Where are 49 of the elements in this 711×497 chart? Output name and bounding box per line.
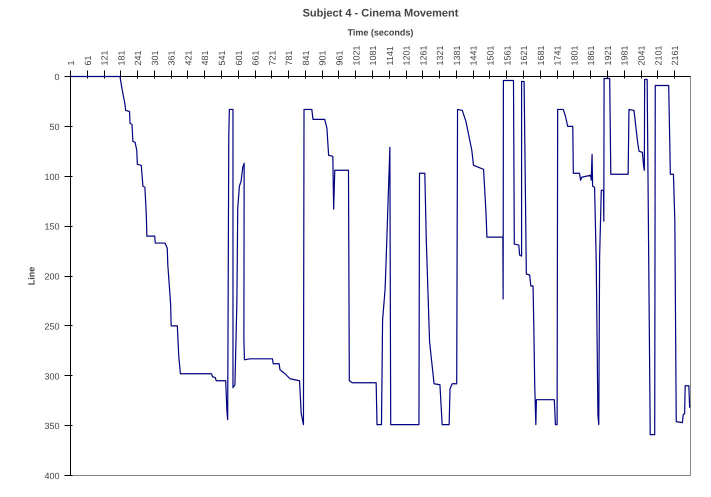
x-tick-label: 1621 (519, 45, 530, 66)
x-tick-label: 361 (166, 50, 177, 66)
x-tick-label: 2041 (636, 45, 646, 66)
y-tick-label: 50 (49, 122, 60, 132)
x-tick-label: 781 (284, 50, 294, 66)
x-tick-label: 1261 (418, 45, 428, 66)
x-tick-label: 241 (133, 50, 144, 66)
x-tick-label: 1681 (536, 45, 546, 66)
x-tick-label: 1561 (502, 45, 512, 66)
x-tick-label: 1441 (468, 45, 479, 66)
x-tick-label: 661 (250, 50, 261, 66)
x-tick-label: 481 (200, 50, 210, 66)
x-tick-label: 1321 (435, 45, 446, 66)
x-tick-label: 1201 (402, 45, 412, 66)
y-tick-label: 100 (44, 172, 60, 182)
x-tick-label: 2161 (670, 45, 680, 66)
x-tick-label: 1981 (620, 45, 630, 66)
x-tick-label: 1741 (552, 45, 563, 66)
x-tick-label: 301 (150, 50, 160, 66)
x-tick-label: 541 (217, 50, 228, 66)
x-tick-label: 1 (66, 60, 76, 66)
x-tick-label: 601 (234, 50, 244, 66)
x-tick-label: 1141 (384, 46, 395, 66)
x-tick-label: 421 (183, 50, 194, 66)
x-tick-label: 1861 (586, 45, 596, 66)
y-tick-label: 0 (54, 72, 60, 82)
y-tick-label: 250 (44, 321, 60, 332)
y-tick-label: 350 (44, 421, 60, 432)
x-tick-label: 961 (334, 50, 344, 66)
x-tick-label: 901 (318, 50, 328, 66)
x-tick-label: 1021 (351, 45, 362, 66)
chart-title: Subject 4 - Cinema Movement (302, 8, 459, 20)
x-tick-label: 61 (82, 55, 93, 66)
x-tick-label: 1081 (368, 45, 378, 66)
y-tick-label: 200 (44, 272, 60, 282)
y-axis-title: Line (26, 266, 36, 286)
x-tick-label: 121 (100, 50, 110, 66)
x-tick-label: 1501 (485, 45, 496, 66)
y-tick-label: 400 (44, 471, 60, 481)
y-tick-label: 300 (44, 371, 60, 382)
x-tick-label: 841 (300, 50, 311, 66)
x-axis-title: Time (seconds) (348, 27, 414, 38)
x-tick-label: 721 (267, 50, 278, 66)
x-tick-label: 181 (116, 50, 126, 66)
x-tick-label: 1921 (602, 45, 613, 66)
y-tick-label: 150 (44, 222, 60, 232)
x-tick-label: 2101 (653, 45, 664, 66)
x-tick-label: 1801 (569, 45, 580, 66)
x-tick-label: 1381 (452, 45, 462, 66)
